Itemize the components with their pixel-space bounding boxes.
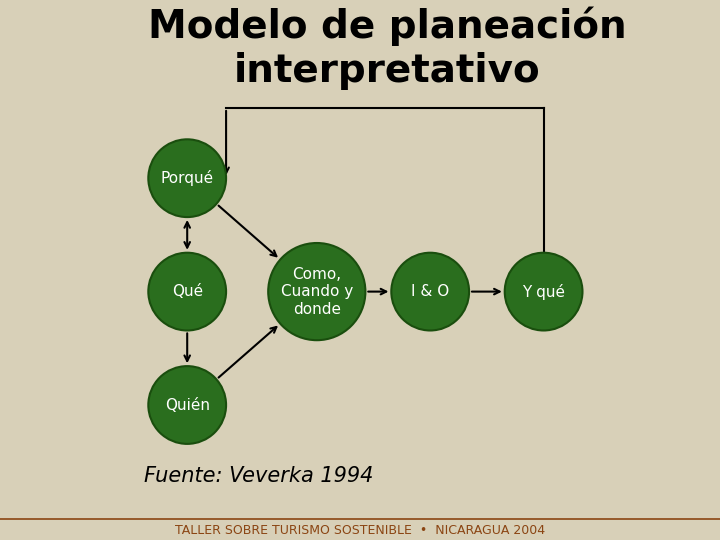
Text: Porqué: Porqué — [161, 170, 214, 186]
Text: Qué: Qué — [171, 284, 203, 299]
Circle shape — [268, 243, 365, 340]
Text: Fuente: Veverka 1994: Fuente: Veverka 1994 — [144, 466, 374, 486]
Text: Y qué: Y qué — [522, 284, 565, 300]
Circle shape — [505, 253, 582, 330]
Text: Modelo de planeación
interpretativo: Modelo de planeación interpretativo — [148, 7, 626, 90]
Circle shape — [148, 253, 226, 330]
Circle shape — [148, 139, 226, 217]
Circle shape — [148, 366, 226, 444]
Text: I & O: I & O — [411, 284, 449, 299]
Text: Como,
Cuando y
donde: Como, Cuando y donde — [281, 267, 353, 316]
Circle shape — [392, 253, 469, 330]
Text: Quién: Quién — [165, 397, 210, 413]
Text: TALLER SOBRE TURISMO SOSTENIBLE  •  NICARAGUA 2004: TALLER SOBRE TURISMO SOSTENIBLE • NICARA… — [175, 524, 545, 537]
